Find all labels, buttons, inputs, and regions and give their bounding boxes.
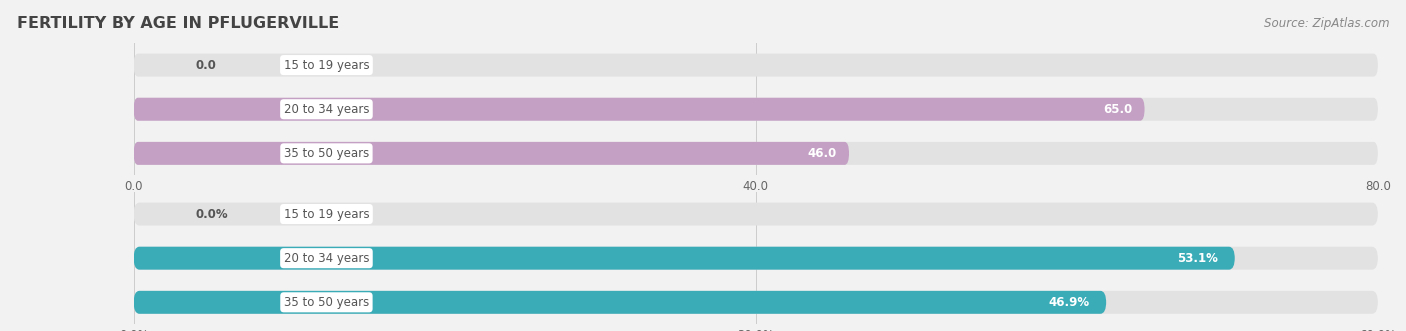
Text: 20 to 34 years: 20 to 34 years <box>284 252 370 265</box>
Text: 0.0%: 0.0% <box>195 208 228 220</box>
Text: Source: ZipAtlas.com: Source: ZipAtlas.com <box>1264 17 1389 30</box>
FancyBboxPatch shape <box>134 291 1107 314</box>
Text: 0.0: 0.0 <box>195 59 217 71</box>
Text: 46.0: 46.0 <box>807 147 837 160</box>
FancyBboxPatch shape <box>134 142 1378 165</box>
FancyBboxPatch shape <box>134 203 1378 225</box>
Text: 15 to 19 years: 15 to 19 years <box>284 59 370 71</box>
Text: FERTILITY BY AGE IN PFLUGERVILLE: FERTILITY BY AGE IN PFLUGERVILLE <box>17 16 339 31</box>
FancyBboxPatch shape <box>134 247 1234 270</box>
Text: 65.0: 65.0 <box>1102 103 1132 116</box>
Text: 35 to 50 years: 35 to 50 years <box>284 296 368 309</box>
FancyBboxPatch shape <box>134 98 1378 121</box>
FancyBboxPatch shape <box>134 98 1144 121</box>
Text: 20 to 34 years: 20 to 34 years <box>284 103 370 116</box>
FancyBboxPatch shape <box>134 247 1378 270</box>
Text: 46.9%: 46.9% <box>1049 296 1090 309</box>
Text: 53.1%: 53.1% <box>1177 252 1218 265</box>
FancyBboxPatch shape <box>134 54 1378 76</box>
Text: 15 to 19 years: 15 to 19 years <box>284 208 370 220</box>
FancyBboxPatch shape <box>134 142 849 165</box>
FancyBboxPatch shape <box>134 291 1378 314</box>
Text: 35 to 50 years: 35 to 50 years <box>284 147 368 160</box>
